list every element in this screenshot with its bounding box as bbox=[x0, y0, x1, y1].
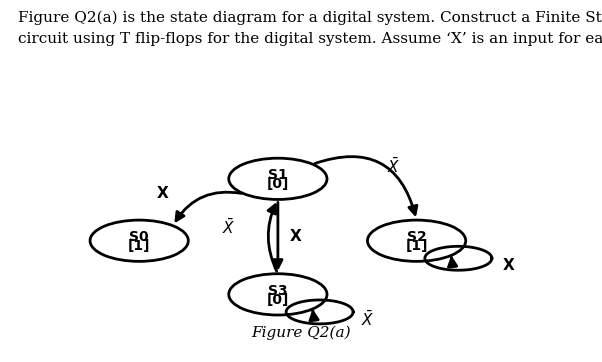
Text: [1]: [1] bbox=[405, 239, 428, 253]
Text: $\bar{X}$: $\bar{X}$ bbox=[222, 218, 235, 237]
Text: $\bar{X}$: $\bar{X}$ bbox=[386, 157, 400, 176]
Text: [1]: [1] bbox=[128, 239, 150, 253]
Text: X: X bbox=[290, 229, 301, 244]
Text: X: X bbox=[503, 258, 515, 273]
Text: [0]: [0] bbox=[267, 292, 289, 307]
Text: [0]: [0] bbox=[267, 177, 289, 191]
Text: S1: S1 bbox=[268, 168, 288, 182]
Text: S2: S2 bbox=[407, 230, 426, 244]
Text: Figure Q2(a) is the state diagram for a digital system. Construct a Finite State: Figure Q2(a) is the state diagram for a … bbox=[18, 11, 602, 46]
Text: S3: S3 bbox=[268, 284, 288, 298]
Text: X: X bbox=[157, 186, 168, 201]
Text: Figure Q2(a): Figure Q2(a) bbox=[251, 325, 351, 340]
Text: S0: S0 bbox=[129, 230, 149, 244]
Text: $\bar{X}$: $\bar{X}$ bbox=[361, 310, 374, 329]
